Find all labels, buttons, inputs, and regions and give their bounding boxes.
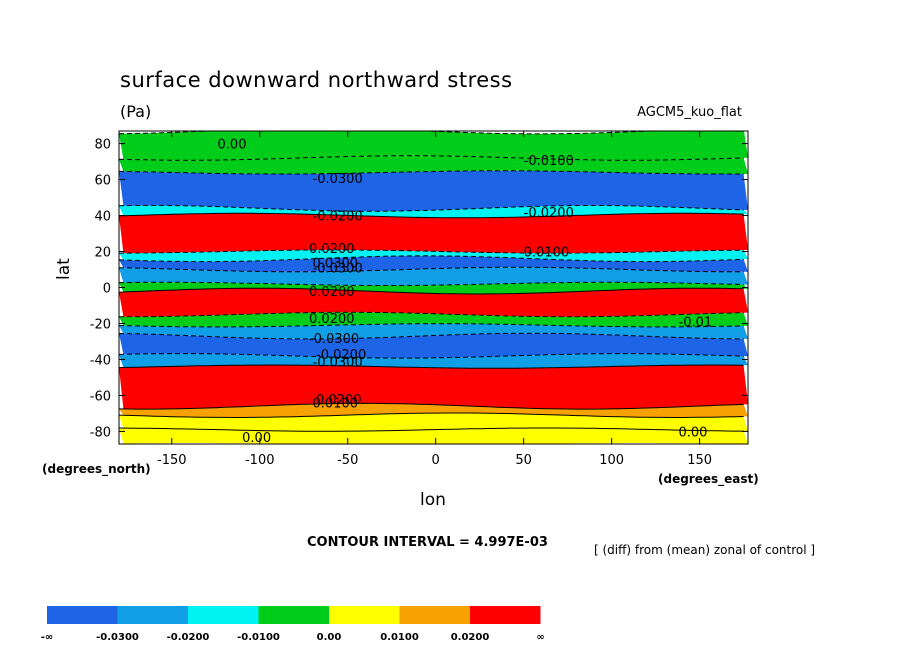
colorbar-level-label: -∞ [41, 632, 53, 643]
colorbar-swatch [329, 606, 400, 624]
colorbar-level-label: -0.0300 [96, 632, 139, 643]
x-tick-label: -100 [245, 453, 275, 468]
contour-value-label: -0.0300 [313, 355, 363, 370]
contour-band [119, 267, 748, 286]
colorbar-swatch [188, 606, 259, 624]
x-tick-label: 100 [599, 453, 624, 468]
contour-line [119, 332, 744, 340]
chart-title: surface downward northward stress [120, 68, 513, 92]
y-tick-label: -40 [90, 353, 111, 368]
contour-band [119, 428, 748, 444]
contour-value-label: 0.00 [218, 138, 247, 153]
colorbar-level-label: ∞ [536, 632, 544, 643]
contour-value-label: 0.0200 [309, 285, 355, 300]
contour-value-label: 0.0200 [316, 393, 362, 408]
contour-value-label: -0.01 [679, 316, 713, 331]
colorbar-swatch [117, 606, 188, 624]
contour-band [119, 155, 748, 174]
contour-value-label: 0.00 [679, 425, 708, 440]
contour-line [119, 353, 744, 359]
contour-line [119, 427, 744, 432]
contour-line [119, 255, 744, 263]
contour-value-label: 0.0200 [309, 242, 355, 257]
contour-line [119, 412, 744, 418]
contour-line [119, 287, 744, 295]
y-tick-label: 20 [94, 246, 111, 261]
difference-note: [ (diff) from (mean) zonal of control ] [594, 543, 816, 557]
contour-value-label: -0.0100 [524, 154, 574, 169]
contour-value-label: -0.0200 [316, 348, 366, 363]
x-tick-label: 0 [432, 453, 440, 468]
contour-band [119, 333, 748, 359]
colorbar-level-label: -0.0100 [237, 632, 280, 643]
contour-line [119, 249, 744, 254]
x-tick-label: 150 [687, 453, 712, 468]
y-tick-label: -20 [90, 317, 111, 332]
y-tick-label: -80 [90, 425, 111, 440]
contour-band [119, 131, 748, 161]
contour-value-label: 0.0100 [524, 246, 570, 261]
contour-band [119, 288, 748, 317]
contour-line [119, 155, 744, 161]
contour-band [119, 403, 748, 418]
contour-line [119, 323, 744, 328]
x-tick-label: 50 [515, 453, 532, 468]
contour-line [119, 402, 744, 410]
x-axis-units: (degrees_east) [658, 472, 759, 486]
colorbar-swatch [399, 606, 470, 624]
x-axis-label: lon [420, 490, 446, 510]
contour-band [119, 282, 748, 294]
colorbar-swatch [470, 606, 541, 624]
contour-band [119, 312, 748, 327]
y-axis-units: (degrees_north) [42, 462, 151, 476]
x-tick-label: -150 [157, 453, 187, 468]
contour-value-label: -0.0200 [313, 210, 363, 225]
colorbar-swatch [258, 606, 329, 624]
contour-line [119, 266, 744, 273]
contour-line [119, 170, 744, 175]
colorbar-level-label: -0.0200 [167, 632, 210, 643]
contour-band [119, 170, 748, 212]
y-tick-label: 40 [94, 210, 111, 225]
units-label: (Pa) [120, 102, 152, 121]
contour-line [119, 281, 744, 286]
contour-value-label: 0.0100 [313, 397, 359, 412]
contour-interval-label: CONTOUR INTERVAL = 4.997E-03 [307, 535, 548, 550]
x-tick-label: -50 [337, 453, 358, 468]
contour-value-label: -0.0200 [524, 206, 574, 221]
contour-band [119, 213, 748, 254]
contour-band [119, 255, 748, 272]
contour-value-label: 0.0200 [309, 312, 355, 327]
contour-value-label: 0.0300 [313, 256, 359, 271]
y-tick-label: 0 [103, 282, 111, 297]
colorbar-swatch [47, 606, 118, 624]
contour-line [119, 205, 744, 212]
contour-line [119, 212, 744, 219]
colorbar-level-label: 0.0100 [380, 632, 419, 643]
contour-band [119, 323, 748, 339]
contour-line [119, 311, 744, 318]
colorbar-level-label: 0.00 [317, 632, 342, 643]
y-tick-label: 60 [94, 174, 111, 189]
y-tick-label: 80 [94, 138, 111, 153]
contour-value-label: -0.0300 [313, 172, 363, 187]
model-label: AGCM5_kuo_flat [637, 105, 742, 120]
contour-band [119, 413, 748, 432]
contour-value-label: 0.00 [242, 431, 271, 446]
contour-value-label: -0.0300 [309, 332, 359, 347]
contour-value-label: -0.0300 [313, 262, 363, 277]
contour-band [119, 365, 748, 410]
y-tick-label: -60 [90, 389, 111, 404]
contour-line [119, 364, 744, 369]
colorbar-level-label: 0.0200 [451, 632, 490, 643]
